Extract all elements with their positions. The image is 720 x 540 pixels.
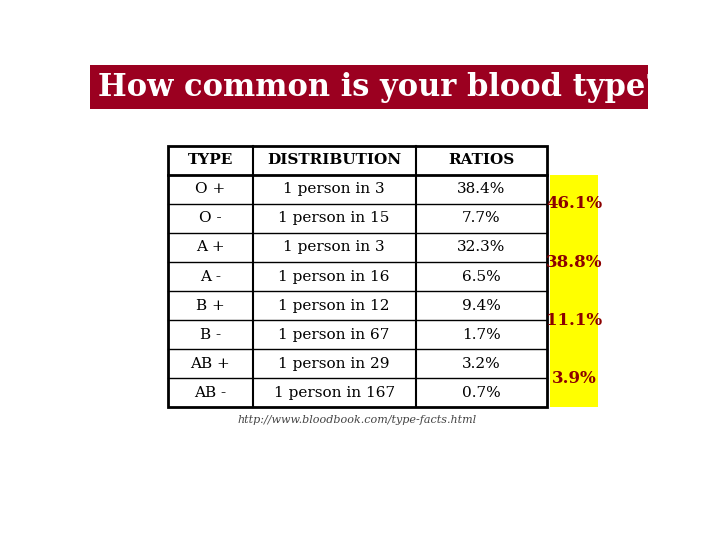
Text: 1 person in 67: 1 person in 67	[279, 328, 390, 342]
Text: 1 person in 29: 1 person in 29	[279, 357, 390, 371]
Text: http://www.bloodbook.com/type-facts.html: http://www.bloodbook.com/type-facts.html	[238, 415, 477, 425]
Bar	[90, 65, 648, 110]
Text: 7.7%: 7.7%	[462, 211, 500, 225]
Text: DISTRIBUTION: DISTRIBUTION	[267, 153, 401, 167]
Text: 1 person in 16: 1 person in 16	[279, 269, 390, 284]
Text: B +: B +	[196, 299, 225, 313]
Text: TYPE: TYPE	[187, 153, 233, 167]
Text: A -: A -	[199, 269, 220, 284]
Text: A +: A +	[196, 240, 225, 254]
Bar	[550, 291, 598, 349]
Text: 1 person in 15: 1 person in 15	[279, 211, 390, 225]
Text: B -: B -	[199, 328, 221, 342]
Text: O +: O +	[195, 183, 225, 196]
Text: 9.4%: 9.4%	[462, 299, 501, 313]
Text: AB -: AB -	[194, 386, 226, 400]
Text: 0.7%: 0.7%	[462, 386, 500, 400]
Bar	[550, 175, 598, 233]
Text: 1.7%: 1.7%	[462, 328, 500, 342]
Bar	[550, 233, 598, 291]
Text: 1 person in 167: 1 person in 167	[274, 386, 395, 400]
Text: AB +: AB +	[190, 357, 230, 371]
Text: 1 person in 12: 1 person in 12	[279, 299, 390, 313]
Text: 3.2%: 3.2%	[462, 357, 500, 371]
Text: O -: O -	[199, 211, 222, 225]
Text: 38.4%: 38.4%	[457, 183, 505, 196]
Text: 1 person in 3: 1 person in 3	[283, 183, 385, 196]
Text: RATIOS: RATIOS	[449, 153, 515, 167]
Text: How common is your blood type?: How common is your blood type?	[98, 72, 663, 103]
Text: 32.3%: 32.3%	[457, 240, 505, 254]
Bar	[168, 146, 547, 408]
Text: 6.5%: 6.5%	[462, 269, 500, 284]
Bar	[550, 349, 598, 408]
Text: 46.1%: 46.1%	[546, 195, 603, 212]
Text: 11.1%: 11.1%	[546, 312, 603, 329]
Text: 1 person in 3: 1 person in 3	[283, 240, 385, 254]
Text: 38.8%: 38.8%	[546, 253, 603, 271]
Text: 3.9%: 3.9%	[552, 370, 597, 387]
